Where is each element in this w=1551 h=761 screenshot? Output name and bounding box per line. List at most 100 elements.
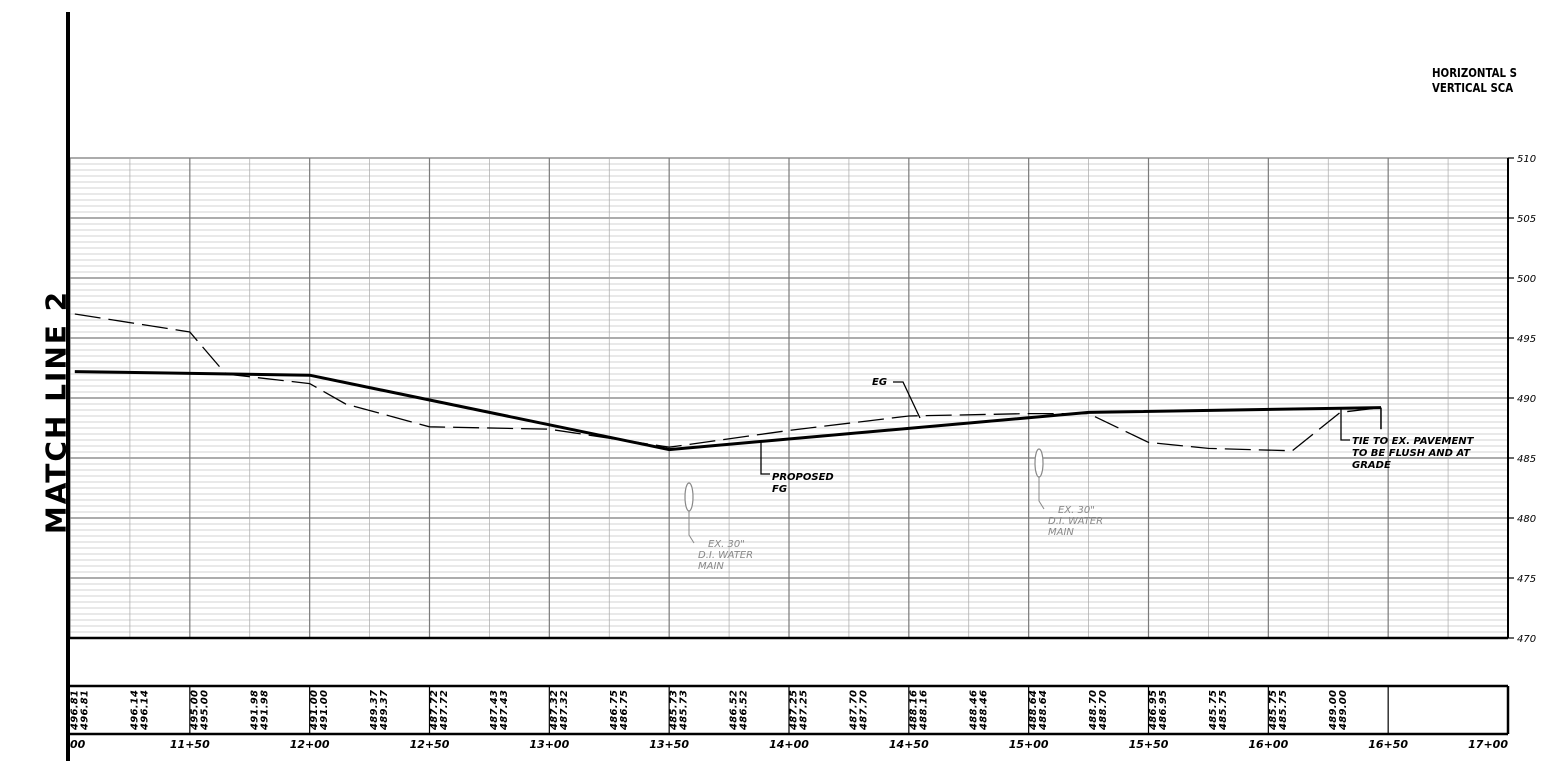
elevation-label: 470 [1517,634,1536,645]
station-label: 11+50 [170,738,210,751]
elevation-label: 510 [1517,154,1536,165]
elevation-label: 500 [1517,274,1536,285]
water-main-label: D.I. WATER [698,550,753,561]
proposed-fg-label: PROPOSED [772,472,834,483]
station-label: 16+50 [1368,738,1408,751]
water-main-label: EX. 30" [1058,505,1095,516]
grade-lines [74,313,1382,452]
station-label: 13+50 [649,738,689,751]
elevation-value-proposed: 485.75 [1218,690,1229,731]
elevation-value-existing: 487.72 [429,690,440,731]
station-axis: 00 11+50 12+00 12+50 13+00 13+50 14+00 14+50 15+… [70,738,1508,751]
elevation-value-existing: 496.81 [70,690,81,731]
elevation-value-proposed: 495.00 [199,690,210,731]
elevation-value-proposed: 496.81 [80,690,91,731]
water-main-label: MAIN [698,561,724,572]
elevation-value-proposed: 491.00 [319,690,330,731]
elevation-value-proposed: 485.73 [679,690,690,731]
elevation-label: 490 [1517,394,1536,405]
elevation-label: 475 [1517,574,1536,585]
tie-in-label: GRADE [1352,460,1391,471]
elevation-value-proposed: 487.70 [858,690,869,731]
elevation-value-proposed: 486.52 [739,690,750,731]
water-main-pipe [684,482,694,512]
elevation-value-proposed: 488.64 [1038,690,1049,731]
elevation-value-proposed: 489.37 [379,690,390,731]
elevation-value-existing: 487.43 [489,690,500,731]
elevation-value-proposed: 488.46 [978,690,989,731]
elevation-value-proposed: 496.14 [139,690,150,731]
elevation-value-existing: 488.70 [1088,690,1099,731]
existing-grade-line [74,313,1382,452]
elevation-label: 495 [1517,334,1536,345]
elevation-value-proposed: 487.72 [439,690,450,731]
station-label: 15+50 [1129,738,1169,751]
elevation-value-existing: 485.75 [1268,690,1279,731]
elevation-value-existing: 488.64 [1028,690,1039,731]
vertical-scale-note: VERTICAL SCA [1432,81,1514,95]
elevation-value-existing: 487.70 [848,690,859,731]
station-label: 14+00 [769,738,809,751]
water-main-label: EX. 30" [708,539,745,550]
station-label: 00 [70,738,86,751]
station-label: 17+00 [1468,738,1508,751]
elevation-value-existing: 487.25 [789,690,800,731]
elevation-value-existing: 491.00 [309,690,320,731]
elevation-value-proposed: 491.98 [259,690,270,731]
elevation-value-existing: 486.52 [729,690,740,731]
profile-frame [66,12,1514,761]
eg-leader [893,381,921,419]
water-main-pipe [1034,448,1044,478]
station-label: 14+50 [889,738,929,751]
horizontal-scale-note: HORIZONTAL S [1432,66,1517,80]
tie-in-label: TIE TO EX. PAVEMENT [1352,436,1475,447]
water-main-label: D.I. WATER [1048,516,1103,527]
elevation-value-existing: 485.73 [669,690,680,731]
tie-in-leader [1340,408,1350,441]
water-main-leader [688,511,695,544]
water-main-label: MAIN [1048,527,1074,538]
elevation-axis: 510 505 500 495 490 485 480 475 470 [1517,154,1536,645]
elevation-label: 485 [1517,454,1536,465]
elevation-value-proposed: 488.70 [1098,690,1109,731]
elevation-value-existing: 488.16 [908,690,919,731]
eg-label: EG [872,377,887,388]
elevation-label: 480 [1517,514,1536,525]
elevation-value-existing: 486.75 [609,690,620,731]
elevation-label: 505 [1517,214,1536,225]
elevation-value-proposed: 485.75 [1278,690,1289,731]
proposed-grade-line [74,370,1382,452]
elevation-value-existing: 487.32 [549,690,560,731]
elevation-value-proposed: 489.00 [1338,690,1349,731]
station-label: 16+00 [1248,738,1288,751]
elevation-value-existing: 495.00 [189,690,200,731]
match-line-label: MATCH LINE 2 [39,289,73,535]
station-label: 15+00 [1009,738,1049,751]
elevation-value-proposed: 487.25 [799,690,810,731]
elevation-value-proposed: 487.32 [559,690,570,731]
station-label: 13+00 [529,738,569,751]
elevation-value-proposed: 486.75 [619,690,630,731]
elevation-value-existing: 491.98 [249,690,260,731]
